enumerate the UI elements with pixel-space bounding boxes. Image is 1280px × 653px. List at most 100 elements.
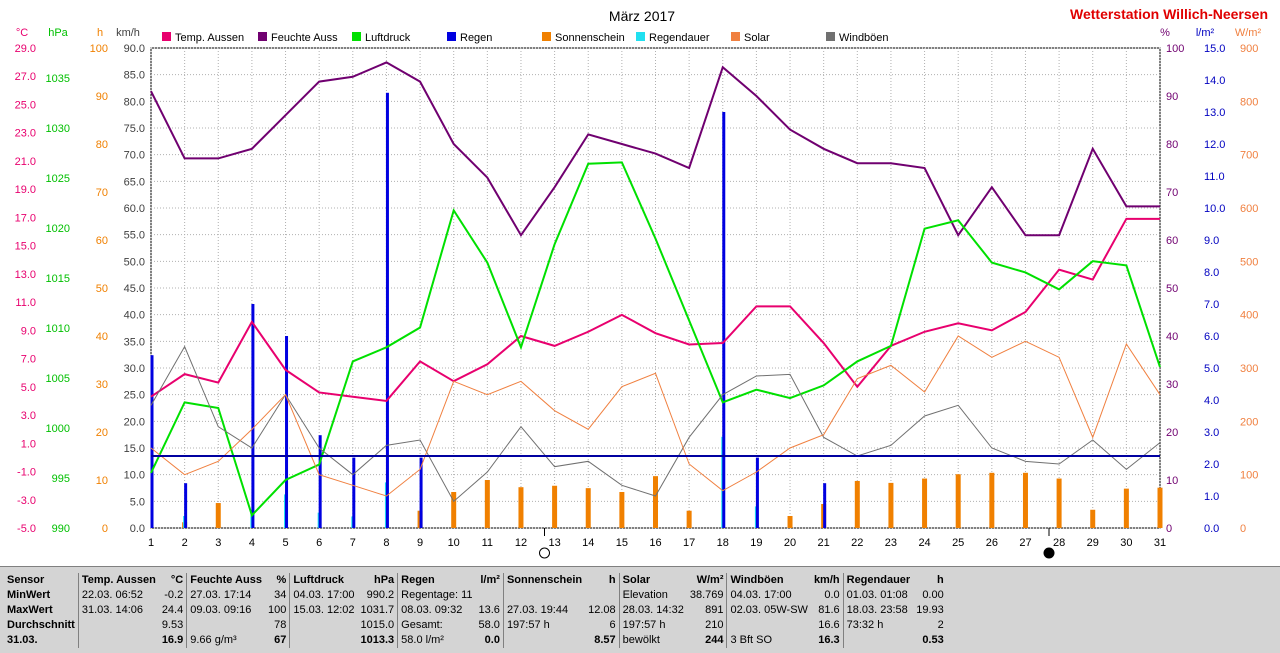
summary-cell (77, 618, 159, 633)
solar-axis-tick: 900 (1240, 43, 1258, 55)
x-tick-label: 9 (417, 537, 423, 549)
summary-cell: 34 (274, 589, 287, 601)
summary-cell: 27.03. 19:44 (502, 603, 586, 618)
pressure-axis-tick: 1030 (46, 123, 70, 135)
legend-label: Windböen (839, 32, 889, 44)
solar-axis-tick: 0 (1240, 523, 1246, 535)
solar-axis-tick: 400 (1240, 310, 1258, 322)
legend-label: Regen (460, 32, 492, 44)
summary-cell: 9.66 g/m³ (186, 633, 265, 648)
x-tick-label: 27 (1019, 537, 1031, 549)
summary-cell: 100 (267, 604, 287, 616)
summary-cell: Windböen (726, 573, 811, 588)
summary-cell: 04.03. 17:00 (726, 588, 811, 603)
summary-cell: Regentage: 11 (397, 588, 476, 603)
axis-unit-label: °C (16, 27, 28, 39)
summary-cell: 27.03. 17:14 (186, 588, 265, 603)
wind-axis-tick: 75.0 (124, 123, 145, 135)
temp-axis-tick: 5.0 (21, 382, 36, 394)
summary-cell: km/h (813, 574, 840, 586)
summary-cell: 1015.0 (360, 619, 395, 631)
wind-axis-tick: 35.0 (124, 336, 145, 348)
legend-swatch (826, 32, 835, 41)
rain-axis-tick: 6.0 (1204, 331, 1219, 343)
summary-cell: -0.2 (164, 589, 184, 601)
summary-cell: 0.0 (484, 634, 500, 646)
legend-label: Temp. Aussen (175, 32, 244, 44)
summary-cell: 09.03. 09:16 (186, 603, 265, 618)
humidity-axis-tick: 90 (1166, 91, 1178, 103)
summary-cell (842, 633, 914, 648)
summary-cell: 2 (937, 619, 944, 631)
solar-axis-tick: 300 (1240, 363, 1258, 375)
solar-axis-tick: 600 (1240, 203, 1258, 215)
rain-axis-tick: 13.0 (1204, 107, 1225, 119)
temp-axis-tick: 15.0 (15, 241, 36, 253)
bar-regen (251, 304, 255, 528)
x-tick-label: 18 (717, 537, 729, 549)
hours-axis-tick: 60 (96, 235, 108, 247)
summary-cell: Durchschnitt (7, 619, 75, 631)
hours-axis-tick: 30 (96, 379, 108, 391)
summary-cell: 3 Bft SO (726, 633, 811, 648)
summary-cell: W/m² (696, 574, 724, 586)
legend-swatch (162, 32, 171, 41)
wind-axis-tick: 50.0 (124, 256, 145, 268)
station-title: Wetterstation Willich-Neersen (1070, 6, 1268, 22)
summary-cell: 0.00 (922, 589, 944, 601)
wind-axis-tick: 0.0 (130, 523, 145, 535)
bar-sonnenschein (484, 480, 490, 528)
pressure-axis-tick: 995 (52, 473, 70, 485)
legend-swatch (352, 32, 361, 41)
summary-cell: 08.03. 09:32 (397, 603, 476, 618)
summary-cell: 58.0 (478, 619, 500, 631)
x-tick-label: 7 (350, 537, 356, 549)
bar-sonnenschein (451, 492, 457, 528)
summary-cell: 67 (274, 634, 287, 646)
pressure-axis-tick: 1010 (46, 323, 70, 335)
temp-axis-tick: -5.0 (17, 523, 36, 535)
summary-cell: 58.0 l/m² (397, 633, 476, 648)
pressure-axis-tick: 1035 (46, 73, 70, 85)
bar-sonnenschein (518, 487, 524, 528)
summary-cell: 12.08 (588, 604, 616, 616)
summary-table: Sensor Temp. Aussen °C Feuchte Auss% Luftdru… (4, 573, 947, 648)
x-tick-label: 23 (885, 537, 897, 549)
bar-sonnenschein (1157, 487, 1163, 528)
series-line-luftdruck (150, 161, 1161, 518)
bar-regen (184, 483, 188, 528)
summary-cell: 01.03. 01:08 (842, 588, 914, 603)
summary-cell: 31.03. 14:06 (77, 603, 159, 618)
hours-axis-tick: 90 (96, 91, 108, 103)
axis-unit-label: hPa (48, 27, 68, 39)
summary-cell (289, 618, 358, 633)
temp-axis-tick: 7.0 (21, 354, 36, 366)
summary-row: Durchschnitt 9.53 78 1015.0 Gesamt: 58.0 197:5… (4, 618, 947, 633)
x-tick-label: 3 (215, 537, 221, 549)
summary-cell: Sensor (7, 574, 45, 586)
humidity-axis-tick: 50 (1166, 283, 1178, 295)
bar-sonnenschein (854, 480, 860, 528)
summary-cell: h (937, 574, 944, 586)
summary-row: 31.03. 16.9 9.66 g/m³ 67 1013.3 58.0 l/m² 0.0 8… (4, 633, 947, 648)
temp-axis-tick: 13.0 (15, 269, 36, 281)
bar-regen (385, 92, 389, 529)
hours-axis-tick: 20 (96, 427, 108, 439)
rain-axis-tick: 0.0 (1204, 523, 1219, 535)
chart-title: März 2017 (609, 8, 675, 24)
summary-cell (476, 588, 504, 603)
bar-sonnenschein (1123, 488, 1129, 528)
pressure-axis-tick: 1020 (46, 223, 70, 235)
wind-axis-tick: 25.0 (124, 390, 145, 402)
legend-label: Sonnenschein (555, 32, 625, 44)
humidity-axis-tick: 100 (1166, 43, 1184, 55)
pressure-axis-tick: 1005 (46, 373, 70, 385)
rain-axis-tick: 14.0 (1204, 75, 1225, 87)
bar-sonnenschein (686, 510, 692, 528)
summary-cell: l/m² (480, 574, 500, 586)
summary-cell: hPa (373, 574, 395, 586)
summary-cell: °C (170, 574, 184, 586)
temp-axis-tick: 11.0 (15, 297, 36, 309)
x-tick-label: 31 (1154, 537, 1166, 549)
summary-cell: 31.03. (7, 634, 38, 646)
